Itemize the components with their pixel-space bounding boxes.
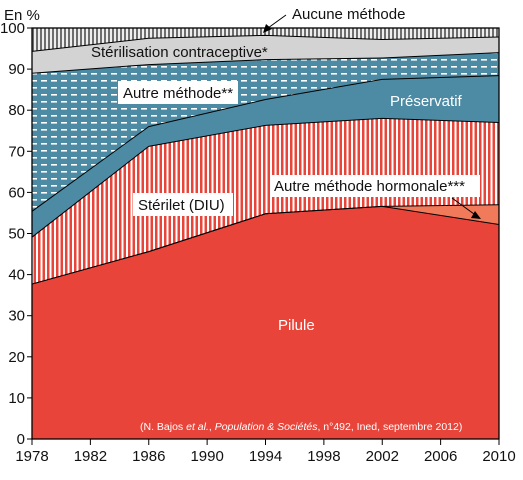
boundary-line <box>31 117 500 238</box>
arrow-aucune <box>267 14 287 29</box>
label-aucune: Aucune méthode <box>292 6 405 23</box>
label-sterilet-bg <box>133 193 233 216</box>
label-sterilisation: Stérilisation contraceptive* <box>91 44 268 61</box>
x-tick-label: 2006 <box>424 448 457 465</box>
label-preservatif: Préservatif <box>390 93 463 110</box>
area-stérilisation-contraceptive <box>32 35 499 74</box>
area-stérilet-diu <box>32 118 499 285</box>
boundary-line <box>31 52 500 74</box>
arrow-hormonale <box>451 197 475 215</box>
y-tick-label: 60 <box>8 184 25 201</box>
boundary-line <box>31 34 500 52</box>
y-tick-label: 50 <box>8 226 25 243</box>
y-tick-label: 10 <box>8 390 25 407</box>
y-tick-label: 90 <box>8 61 25 78</box>
y-tick-label: 80 <box>8 102 25 119</box>
x-tick-label: 1986 <box>132 448 165 465</box>
label-sterilet: Stérilet (DIU) <box>138 197 225 214</box>
label-aucune-bg <box>287 4 401 24</box>
boundary-line <box>31 204 500 285</box>
x-tick-label: 1998 <box>307 448 340 465</box>
area-pilule <box>32 206 499 439</box>
x-tick-label: 1990 <box>190 448 223 465</box>
y-axis: 0 10 20 30 40 50 60 70 80 90 100 <box>0 20 32 448</box>
y-unit-label: En % <box>4 7 40 24</box>
area-aucune-méthode <box>32 28 499 52</box>
label-hormonale-bg <box>270 175 480 197</box>
source-note: (N. Bajos et al., Population & Sociétés,… <box>140 421 462 433</box>
label-autre-methode-bg <box>118 81 238 104</box>
x-tick-label: 2002 <box>366 448 399 465</box>
y-tick-label: 100 <box>0 20 25 37</box>
x-tick-label: 2010 <box>482 448 515 465</box>
x-axis: 1978 1982 1986 1990 1994 1998 2002 2006 2010 <box>15 439 516 465</box>
label-pilule: Pilule <box>278 317 315 334</box>
boundary-line <box>31 75 500 212</box>
area-autre-méthode-hormonale <box>32 204 499 285</box>
area-préservatif <box>32 75 499 238</box>
x-tick-label: 1978 <box>15 448 48 465</box>
area-layers <box>32 28 499 439</box>
x-tick-label: 1982 <box>74 448 107 465</box>
x-tick-label: 1994 <box>249 448 282 465</box>
y-tick-label: 70 <box>8 143 25 160</box>
y-tick-label: 20 <box>8 349 25 366</box>
y-tick-label: 30 <box>8 308 25 325</box>
arrow-hormonale-head <box>471 211 481 219</box>
y-tick-label: 40 <box>8 267 25 284</box>
label-hormonale: Autre méthode hormonale*** <box>274 178 465 195</box>
arrow-aucune-head <box>263 24 272 33</box>
y-tick-label: 0 <box>17 431 25 448</box>
label-autre-methode: Autre méthode** <box>123 85 233 102</box>
